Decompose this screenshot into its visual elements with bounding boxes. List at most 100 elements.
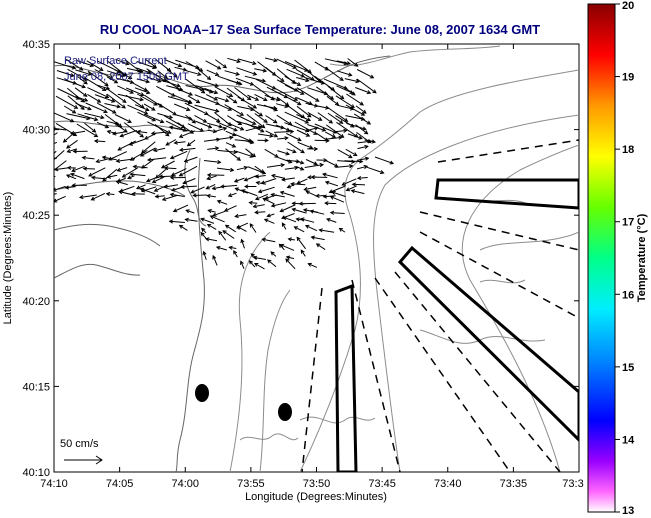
current-vector <box>178 130 195 138</box>
current-vector <box>315 243 326 251</box>
current-vector <box>236 114 257 125</box>
current-vector <box>84 77 107 91</box>
current-vector <box>286 68 306 78</box>
current-vector <box>315 193 326 198</box>
current-vector <box>66 87 85 103</box>
current-vector <box>347 58 359 67</box>
current-vector <box>248 200 258 205</box>
current-vector <box>264 94 281 102</box>
current-vector <box>75 102 92 111</box>
current-vector <box>279 190 295 197</box>
current-vector <box>184 217 198 222</box>
current-vector <box>182 178 196 185</box>
colorbar-tick-label: 13 <box>622 505 634 517</box>
current-vector <box>227 79 241 85</box>
current-vector <box>65 58 84 71</box>
current-vector <box>296 178 308 185</box>
current-vector <box>305 190 318 197</box>
current-vector <box>303 186 317 192</box>
current-vector <box>325 66 344 82</box>
current-vector <box>329 195 345 203</box>
current-vector <box>265 115 278 124</box>
x-tick-label: 74:00 <box>171 478 199 490</box>
current-vector <box>115 180 128 186</box>
current-vector <box>131 191 145 196</box>
current-vector <box>166 69 178 78</box>
current-vector <box>296 129 311 137</box>
current-vector <box>54 132 58 136</box>
current-vector <box>247 105 264 117</box>
current-vector <box>174 94 193 104</box>
current-vector <box>318 228 335 233</box>
current-vector <box>355 87 372 95</box>
current-vector <box>55 95 79 109</box>
current-vector <box>244 184 257 189</box>
current-vector <box>172 204 189 213</box>
current-vector <box>225 121 245 131</box>
survey-box-south <box>334 283 358 472</box>
current-vector <box>235 77 255 86</box>
current-vector <box>347 133 363 140</box>
current-vector <box>174 66 188 72</box>
current-vector <box>226 95 238 104</box>
y-tick-label: 40:30 <box>22 125 50 137</box>
current-vector <box>63 105 77 114</box>
current-vector <box>88 167 106 177</box>
current-vector <box>374 156 395 165</box>
current-vector <box>262 197 275 205</box>
current-vector <box>219 184 238 189</box>
current-vector <box>282 216 297 223</box>
current-vectors <box>54 57 395 270</box>
current-vector <box>252 255 266 260</box>
current-vector <box>163 184 178 189</box>
current-vector <box>264 57 278 63</box>
current-vector <box>248 260 256 268</box>
current-vector <box>300 249 306 257</box>
current-vector <box>266 213 275 218</box>
current-vector <box>105 191 115 197</box>
current-vector <box>240 238 245 249</box>
current-vector <box>165 139 177 146</box>
current-vector <box>265 67 285 83</box>
current-vector <box>139 147 156 157</box>
current-vector <box>115 158 136 163</box>
current-vector <box>307 87 329 96</box>
current-vector <box>129 150 148 161</box>
current-vector <box>240 189 258 197</box>
current-vector <box>234 87 252 101</box>
current-vector <box>218 230 227 241</box>
current-vector <box>106 76 119 84</box>
current-vector <box>205 60 222 70</box>
current-vector <box>296 105 312 118</box>
current-vector <box>366 166 385 175</box>
survey-lines <box>301 139 579 472</box>
current-vector <box>356 175 368 181</box>
current-vector <box>187 95 201 104</box>
current-vector <box>257 133 274 138</box>
current-vector <box>290 181 306 187</box>
current-vector <box>326 95 340 106</box>
current-vector <box>236 226 247 232</box>
current-vector <box>277 150 290 156</box>
current-vector <box>295 166 305 171</box>
current-vector <box>265 130 279 138</box>
current-vector <box>101 155 117 161</box>
current-vector <box>54 175 56 178</box>
current-vector <box>254 210 266 215</box>
current-vector <box>206 172 225 178</box>
current-vector <box>296 87 320 102</box>
current-vector <box>305 159 318 166</box>
current-vector <box>66 139 78 149</box>
colorbar-tick-label: 16 <box>622 289 634 301</box>
current-vector <box>266 163 286 168</box>
current-vector <box>287 141 305 154</box>
current-vector <box>309 209 325 215</box>
current-vector <box>270 173 286 179</box>
current-vector <box>325 135 343 140</box>
current-vector <box>64 185 75 190</box>
current-vector <box>84 122 97 133</box>
current-vector <box>54 195 66 203</box>
current-vector <box>234 213 247 219</box>
current-vector <box>345 148 358 157</box>
current-vector <box>215 135 234 141</box>
